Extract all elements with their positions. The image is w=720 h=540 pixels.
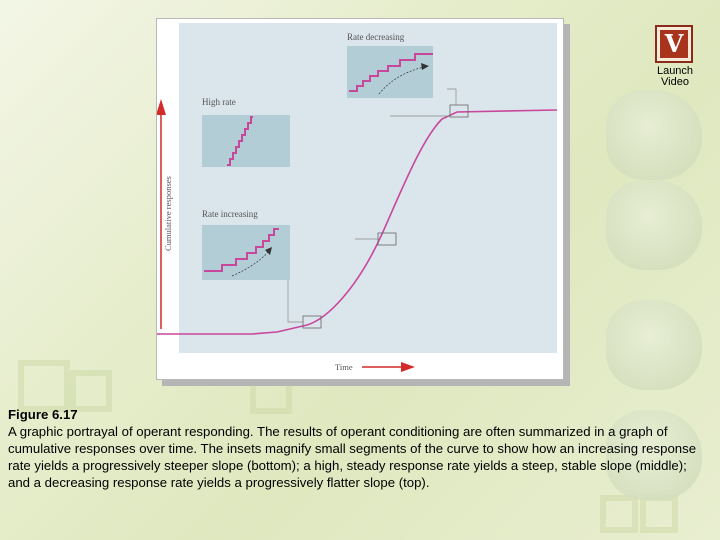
inset-arrow-head-rate-increasing: [265, 247, 272, 255]
video-v-icon[interactable]: V: [660, 30, 688, 58]
inset-label-rate-decreasing: Rate decreasing: [347, 32, 405, 42]
launch-video-label[interactable]: Launch Video: [656, 65, 694, 88]
cumulative-curve: [157, 109, 558, 335]
background-square: [70, 370, 112, 412]
inset-high-rate: [202, 115, 290, 167]
figure-caption: Figure 6.17 A graphic portrayal of opera…: [8, 406, 712, 491]
y-axis-label: Cumulative responses: [163, 176, 173, 251]
y-axis-arrow-head: [157, 99, 166, 115]
background-square: [18, 360, 70, 412]
staircase-rate-decreasing: [349, 53, 433, 92]
launch-video-button[interactable]: V: [655, 25, 693, 63]
figure-frame: Cumulative responses Time Rate decreasin…: [156, 18, 564, 380]
background-brain-image: [606, 300, 702, 390]
x-axis-label: Time: [335, 362, 353, 372]
magnifier-box-bottom: [302, 315, 322, 329]
caption-body: A graphic portrayal of operant respondin…: [8, 424, 697, 490]
leader-line-top: [447, 88, 457, 105]
inset-arrow-rate-increasing: [231, 250, 270, 277]
magnifier-box-middle: [377, 232, 397, 246]
cumulative-response-diagram: Cumulative responses Time Rate decreasin…: [157, 32, 558, 372]
inset-label-rate-increasing: Rate increasing: [202, 209, 258, 219]
background-brain-image: [606, 410, 702, 500]
inset-label-high-rate: High rate: [202, 97, 236, 107]
background-square: [600, 495, 638, 533]
staircase-rate-increasing: [204, 228, 279, 272]
magnifier-box-top: [449, 104, 469, 118]
background-brain-image: [606, 90, 702, 180]
x-axis-arrow-head: [401, 362, 415, 372]
caption-title: Figure 6.17: [8, 407, 78, 422]
background-brain-image: [606, 180, 702, 270]
inset-arrow-rate-decreasing: [378, 66, 425, 95]
staircase-high-rate: [227, 116, 253, 166]
inset-arrow-head-rate-decreasing: [421, 63, 429, 70]
background-square: [640, 495, 678, 533]
